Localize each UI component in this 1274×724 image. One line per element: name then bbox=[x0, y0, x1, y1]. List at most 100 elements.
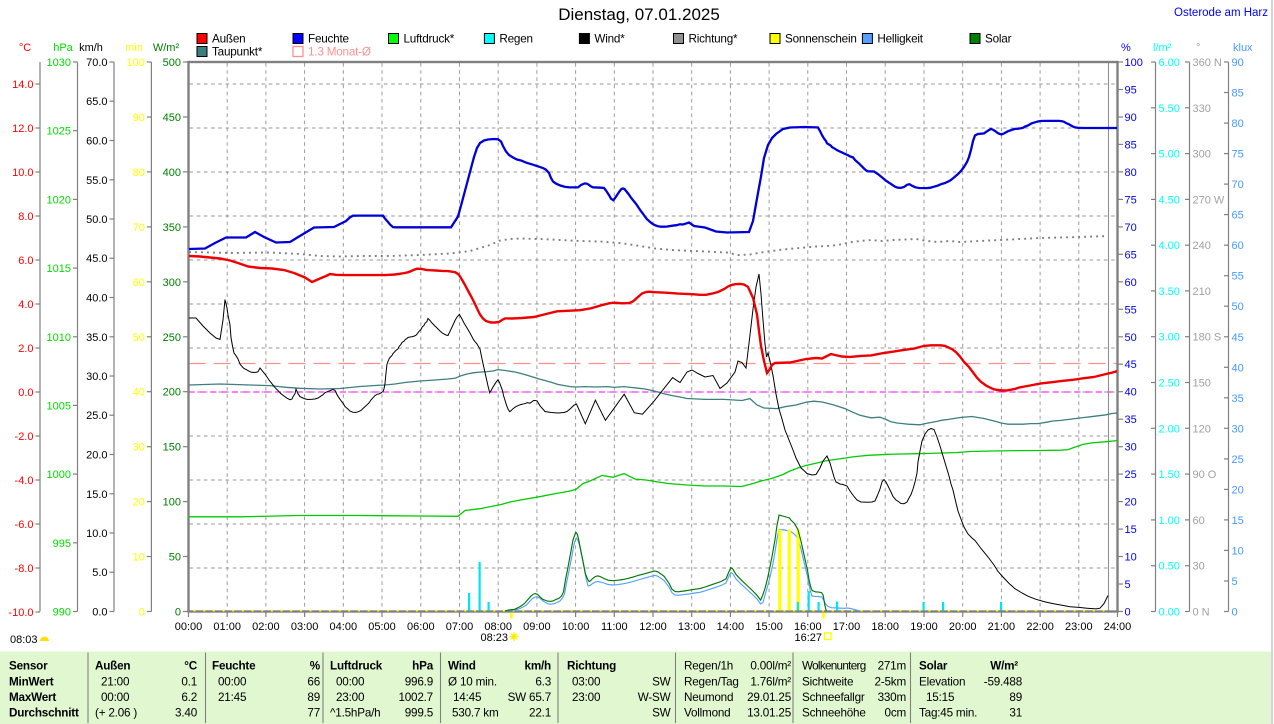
svg-text:360 N: 360 N bbox=[1193, 57, 1222, 69]
svg-text:Helligkeit: Helligkeit bbox=[877, 33, 923, 46]
svg-text:hPa: hPa bbox=[53, 42, 73, 54]
svg-text:14:00: 14:00 bbox=[717, 621, 745, 633]
svg-text:30: 30 bbox=[133, 442, 145, 454]
svg-text:60: 60 bbox=[1232, 240, 1244, 252]
svg-text:0.50: 0.50 bbox=[1159, 561, 1180, 573]
svg-text:-59.488: -59.488 bbox=[984, 676, 1022, 689]
svg-text:Vollmond: Vollmond bbox=[684, 707, 730, 720]
svg-text:Sichtweite: Sichtweite bbox=[802, 676, 853, 689]
svg-text:450: 450 bbox=[163, 112, 181, 124]
svg-text:2.00: 2.00 bbox=[1159, 423, 1180, 435]
svg-text:65: 65 bbox=[1232, 210, 1244, 222]
svg-text:500: 500 bbox=[163, 57, 181, 69]
svg-text:10.0: 10.0 bbox=[12, 167, 33, 179]
svg-text:35.0: 35.0 bbox=[86, 332, 107, 344]
svg-text:330: 330 bbox=[1193, 103, 1211, 115]
svg-text:Tag:45 min.: Tag:45 min. bbox=[919, 707, 977, 720]
svg-text:l/m²: l/m² bbox=[1153, 42, 1172, 54]
svg-text:Taupunkt*: Taupunkt* bbox=[212, 46, 263, 59]
svg-text:23:00: 23:00 bbox=[572, 691, 601, 704]
svg-text:Sonnenschein: Sonnenschein bbox=[785, 33, 857, 46]
svg-text:-6.0: -6.0 bbox=[15, 519, 34, 531]
svg-text:270 W: 270 W bbox=[1193, 194, 1225, 206]
svg-text:77: 77 bbox=[307, 707, 320, 720]
svg-text:Wind: Wind bbox=[448, 660, 476, 673]
svg-text:SW: SW bbox=[652, 676, 671, 689]
svg-text:10: 10 bbox=[1232, 545, 1244, 557]
svg-text:60: 60 bbox=[1193, 515, 1205, 527]
svg-text:300: 300 bbox=[1193, 149, 1211, 161]
svg-text:20: 20 bbox=[1232, 484, 1244, 496]
svg-text:89: 89 bbox=[1009, 691, 1022, 704]
svg-text:240: 240 bbox=[1193, 240, 1211, 252]
svg-text:-4.0: -4.0 bbox=[15, 475, 34, 487]
svg-text:0.00l/m²: 0.00l/m² bbox=[750, 660, 791, 673]
svg-text:50: 50 bbox=[133, 332, 145, 344]
svg-text:80: 80 bbox=[1125, 167, 1137, 179]
svg-text:25.0: 25.0 bbox=[86, 410, 107, 422]
svg-text:15:00: 15:00 bbox=[755, 621, 783, 633]
svg-text:00:00: 00:00 bbox=[336, 676, 365, 689]
svg-text:45: 45 bbox=[1125, 359, 1137, 371]
svg-text:Ø 10 min.: Ø 10 min. bbox=[448, 676, 497, 689]
svg-text:10: 10 bbox=[133, 552, 145, 564]
svg-text:2.50: 2.50 bbox=[1159, 378, 1180, 390]
svg-text:-2.0: -2.0 bbox=[15, 431, 34, 443]
svg-text:1025: 1025 bbox=[47, 126, 71, 138]
svg-text:Wolkenunterg: Wolkenunterg bbox=[802, 660, 866, 673]
svg-text:W-SW: W-SW bbox=[638, 691, 671, 704]
svg-text:65: 65 bbox=[1125, 249, 1137, 261]
svg-text:0: 0 bbox=[175, 607, 181, 619]
svg-text:10:00: 10:00 bbox=[562, 621, 590, 633]
svg-text:75: 75 bbox=[1232, 149, 1244, 161]
svg-text:6.0: 6.0 bbox=[18, 255, 33, 267]
svg-text:Außen: Außen bbox=[212, 33, 245, 46]
svg-text:60.0: 60.0 bbox=[86, 136, 107, 148]
svg-text:4.0: 4.0 bbox=[18, 299, 33, 311]
svg-text:Wind*: Wind* bbox=[594, 33, 625, 46]
svg-text:3.50: 3.50 bbox=[1159, 286, 1180, 298]
svg-text:Richtung*: Richtung* bbox=[689, 33, 739, 46]
svg-text:21:45: 21:45 bbox=[218, 691, 247, 704]
svg-text:13:00: 13:00 bbox=[678, 621, 706, 633]
svg-text:75: 75 bbox=[1125, 194, 1137, 206]
svg-text:90: 90 bbox=[133, 112, 145, 124]
svg-text:W/m²: W/m² bbox=[153, 42, 180, 54]
svg-text:995: 995 bbox=[53, 538, 71, 550]
svg-text:350: 350 bbox=[163, 222, 181, 234]
svg-text:MinWert: MinWert bbox=[9, 676, 54, 689]
svg-text:0 N: 0 N bbox=[1193, 607, 1210, 619]
svg-text:01:00: 01:00 bbox=[213, 621, 241, 633]
svg-text:999.5: 999.5 bbox=[405, 707, 434, 720]
svg-text:%: % bbox=[1121, 42, 1131, 54]
svg-text:45: 45 bbox=[1232, 332, 1244, 344]
svg-text:23:00: 23:00 bbox=[1065, 621, 1093, 633]
svg-text:70.0: 70.0 bbox=[86, 57, 107, 69]
svg-text:15: 15 bbox=[1125, 524, 1137, 536]
svg-text:90: 90 bbox=[1125, 112, 1137, 124]
svg-text:55.0: 55.0 bbox=[86, 175, 107, 187]
svg-text:0: 0 bbox=[1232, 607, 1238, 619]
svg-text:%: % bbox=[310, 660, 321, 673]
svg-text:Regen/Tag: Regen/Tag bbox=[684, 676, 739, 689]
svg-text:40: 40 bbox=[133, 387, 145, 399]
svg-text:°C: °C bbox=[184, 660, 197, 673]
svg-text:Schneefallgr: Schneefallgr bbox=[802, 691, 865, 704]
svg-text:21:00: 21:00 bbox=[101, 676, 130, 689]
svg-text:100: 100 bbox=[1125, 57, 1143, 69]
svg-text:95: 95 bbox=[1125, 85, 1137, 97]
svg-text:70: 70 bbox=[133, 222, 145, 234]
svg-text:210: 210 bbox=[1193, 286, 1211, 298]
svg-text:5.0: 5.0 bbox=[92, 567, 107, 579]
svg-text:Richtung: Richtung bbox=[567, 660, 616, 673]
svg-text:Sensor: Sensor bbox=[9, 660, 48, 673]
svg-text:8.0: 8.0 bbox=[18, 211, 33, 223]
svg-text:30: 30 bbox=[1125, 442, 1137, 454]
svg-text:17:00: 17:00 bbox=[833, 621, 861, 633]
svg-text:22:00: 22:00 bbox=[1026, 621, 1054, 633]
svg-text:Schneehöhe: Schneehöhe bbox=[802, 707, 866, 720]
svg-text:45.0: 45.0 bbox=[86, 253, 107, 265]
svg-text:15:15: 15:15 bbox=[926, 691, 955, 704]
svg-text:11:00: 11:00 bbox=[601, 621, 628, 633]
svg-text:MaxWert: MaxWert bbox=[9, 691, 56, 704]
